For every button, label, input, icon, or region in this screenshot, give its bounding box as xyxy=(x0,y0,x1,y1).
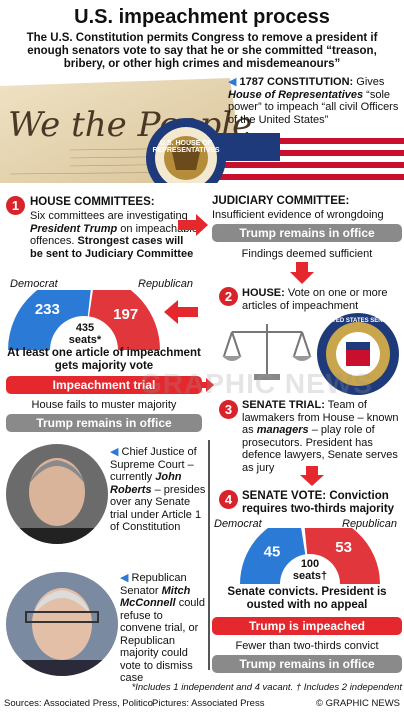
step-2-text: HOUSE: Vote on one or more articles of i… xyxy=(242,287,402,312)
arrow-right-icon xyxy=(178,214,208,236)
impeachment-trial-box: Impeachment trial xyxy=(6,376,202,394)
judiciary-below: Findings deemed sufficient xyxy=(241,248,373,260)
senate-seal-icon xyxy=(317,313,399,395)
constitution-illustration: We the People xyxy=(0,78,404,183)
house-total-label: seats* xyxy=(68,334,102,346)
constitution-emph: House of Representatives xyxy=(228,88,364,101)
impeached-box: Trump is impeached xyxy=(212,617,402,635)
step-3-text-b: – play role of prosecutors. President ha… xyxy=(242,424,398,474)
judiciary-result-box: Trump remains in office xyxy=(212,224,402,242)
step-3-heading: SENATE TRIAL: xyxy=(242,399,325,411)
constitution-image: We the People xyxy=(0,78,404,183)
footnote: *Includes 1 independent and 4 vacant. † … xyxy=(131,682,402,693)
step-4-number: 4 xyxy=(219,490,238,509)
roberts-triangle-icon: ◀ xyxy=(110,446,119,458)
constitution-text-a: Gives xyxy=(356,76,385,88)
arrow-down-icon xyxy=(300,466,324,486)
senate-total-label: seats† xyxy=(292,570,328,582)
step-3-text: SENATE TRIAL: Team of lawmakers from Hou… xyxy=(242,399,402,474)
step-1-emph: President Trump xyxy=(30,222,118,235)
house-dem-label: Democrat xyxy=(10,278,58,290)
step-1-strong: Strongest cases will be sent to Judiciar… xyxy=(30,235,194,260)
step-4-heading: SENATE VOTE: Conviction requires two-thi… xyxy=(242,490,395,515)
step-1-heading: HOUSE COMMITTEES: xyxy=(30,196,155,208)
house-seat-chart: 233 197 xyxy=(8,290,160,350)
step-2-body: Vote on one or more articles of impeachm… xyxy=(242,287,388,312)
step-3-text-a: Team of lawmakers from House – known as xyxy=(242,399,399,436)
senate-caption: Senate convicts. President is ousted wit… xyxy=(227,586,387,611)
step-3-number: 3 xyxy=(219,400,238,419)
constitution-triangle-icon: ◀ xyxy=(228,76,237,88)
senate-rep-label: Republican xyxy=(342,518,398,530)
pictures: Pictures: Associated Press xyxy=(152,698,265,709)
rep-seat-segment xyxy=(304,528,380,584)
step-1-text: Six committees are investigating Preside… xyxy=(30,210,198,260)
step-1-text-a: Six committees are investigating xyxy=(30,210,188,222)
arrow-left-icon xyxy=(164,300,198,324)
house-caption: At least one article of impeachment gets… xyxy=(7,347,201,372)
constitution-heading: 1787 CONSTITUTION: xyxy=(239,76,354,88)
senate-seat-chart: 45 53 xyxy=(240,528,380,584)
step-2-number: 2 xyxy=(219,287,238,306)
rep-seat-value: 197 xyxy=(113,306,138,323)
credit: © GRAPHIC NEWS xyxy=(315,698,400,709)
roberts-text: ◀ Chief Justice of Supreme Court – curre… xyxy=(110,446,206,534)
dem-seat-segment xyxy=(8,290,91,350)
step-3-emph: managers xyxy=(256,424,309,436)
judiciary-heading: JUDICIARY COMMITTEE: xyxy=(212,195,350,207)
arrow-down-icon xyxy=(290,262,314,284)
judiciary-text: Insufficient evidence of wrongdoing xyxy=(212,209,384,221)
page-title: U.S. impeachment process xyxy=(74,6,330,28)
watermark: GRAPHIC NEWS xyxy=(140,368,373,399)
house-result-box: Trump remains in office xyxy=(6,414,202,432)
step-2-heading: HOUSE: xyxy=(242,287,285,299)
rep-seat-value: 53 xyxy=(335,539,352,556)
subtitle: The U.S. Constitution permits Congress t… xyxy=(26,32,378,70)
dem-seat-segment xyxy=(240,528,306,584)
sources: Sources: Associated Press, Politico xyxy=(4,698,153,709)
rep-seat-segment xyxy=(89,290,160,350)
house-total-value: 435 xyxy=(75,322,95,334)
scales-of-justice-icon xyxy=(222,324,312,380)
roberts-emph: John Roberts xyxy=(110,471,182,496)
mcconnell-text: ◀ Republican Senator Mitch McConnell cou… xyxy=(120,572,206,685)
dem-seat-value: 45 xyxy=(264,544,281,561)
us-flag-icon xyxy=(210,133,404,183)
roberts-text-b: – presides over any Senate trial under A… xyxy=(110,483,206,534)
dem-seat-value: 233 xyxy=(35,301,60,318)
senate-dem-label: Democrat xyxy=(214,518,262,530)
step-1-number: 1 xyxy=(6,196,25,215)
arrow-right-icon xyxy=(198,378,214,392)
house-fail-text: House fails to muster majority xyxy=(31,399,177,411)
mcconnell-triangle-icon: ◀ xyxy=(120,572,129,584)
flow-connector-line xyxy=(208,440,210,670)
senate-seal-label: UNITED STATES SENATE xyxy=(321,318,395,324)
house-seal-label: U.S. HOUSE OF REPRESENTATIVES xyxy=(152,140,220,154)
roberts-photo xyxy=(6,444,108,544)
senate-result-box: Trump remains in office xyxy=(212,655,402,673)
house-seal-icon xyxy=(146,118,226,183)
senate-total-value: 100 xyxy=(300,558,320,570)
roberts-text-a: Chief Justice of Supreme Court – current… xyxy=(110,446,197,483)
mcconnell-emph: Mitch McConnell xyxy=(120,584,191,610)
mcconnell-text-a: Republican Senator xyxy=(120,572,187,597)
house-rep-label: Republican xyxy=(138,278,194,290)
constitution-text-b: “sole power” to impeach “all civil Offic… xyxy=(228,88,399,126)
constitution-note: ◀ 1787 CONSTITUTION: Gives House of Repr… xyxy=(228,76,400,126)
senate-fail-text: Fewer than two-thirds convict xyxy=(235,640,379,652)
mcconnell-text-b: could refuse to convene trial, or Republ… xyxy=(120,597,205,684)
mcconnell-photo xyxy=(6,572,118,676)
